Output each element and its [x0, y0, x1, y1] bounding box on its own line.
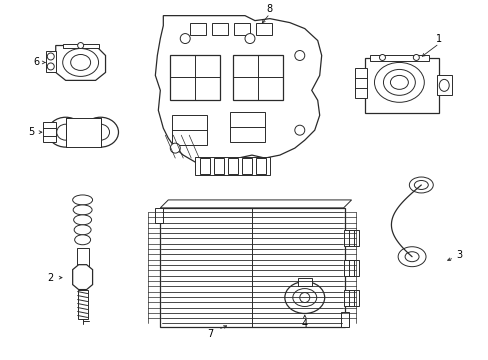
Circle shape: [47, 63, 54, 70]
Bar: [436, 75, 451, 95]
Ellipse shape: [71, 54, 90, 71]
Bar: [195, 157, 269, 175]
Ellipse shape: [383, 69, 414, 95]
Bar: [340, 312, 348, 328]
Bar: [343, 230, 358, 246]
Polygon shape: [56, 45, 105, 80]
Text: 5: 5: [28, 127, 34, 137]
Ellipse shape: [292, 289, 316, 306]
Circle shape: [294, 125, 304, 135]
Ellipse shape: [413, 180, 427, 189]
Ellipse shape: [389, 75, 407, 89]
Bar: [343, 260, 358, 276]
Ellipse shape: [82, 117, 118, 147]
Circle shape: [180, 33, 190, 44]
Ellipse shape: [73, 205, 92, 215]
Text: 6: 6: [34, 58, 40, 67]
Bar: [255, 23, 271, 35]
Text: 3: 3: [455, 250, 461, 260]
Ellipse shape: [438, 80, 448, 91]
Bar: [343, 289, 358, 306]
Bar: [77, 248, 88, 270]
Ellipse shape: [48, 117, 83, 147]
Bar: [160, 208, 344, 328]
Polygon shape: [46, 50, 56, 72]
Polygon shape: [73, 265, 92, 289]
Bar: [200, 158, 210, 174]
Text: 1: 1: [435, 33, 442, 44]
Circle shape: [170, 143, 180, 153]
Bar: [255, 158, 265, 174]
Ellipse shape: [408, 177, 432, 193]
Bar: [214, 158, 224, 174]
Bar: [233, 55, 282, 100]
Text: 2: 2: [47, 273, 54, 283]
Ellipse shape: [374, 62, 424, 102]
Polygon shape: [42, 122, 56, 142]
Ellipse shape: [74, 215, 91, 225]
Bar: [190, 23, 206, 35]
Bar: [234, 23, 249, 35]
Ellipse shape: [74, 225, 91, 235]
Bar: [170, 55, 220, 100]
Circle shape: [244, 33, 254, 44]
Ellipse shape: [404, 252, 418, 262]
Text: 8: 8: [266, 4, 272, 14]
Bar: [155, 208, 163, 223]
Ellipse shape: [397, 247, 425, 267]
Ellipse shape: [75, 235, 90, 245]
Ellipse shape: [285, 282, 324, 314]
Circle shape: [78, 42, 83, 49]
Bar: [172, 115, 207, 145]
Ellipse shape: [62, 49, 99, 76]
Bar: [354, 68, 366, 98]
Polygon shape: [155, 15, 321, 165]
Circle shape: [299, 293, 309, 302]
Bar: [369, 55, 428, 62]
Bar: [227, 158, 238, 174]
Bar: [78, 289, 87, 319]
Polygon shape: [65, 118, 101, 147]
Bar: [212, 23, 227, 35]
Text: 4: 4: [301, 319, 307, 329]
Text: 7: 7: [206, 329, 213, 339]
Ellipse shape: [91, 124, 109, 140]
Ellipse shape: [73, 195, 92, 205]
Circle shape: [294, 50, 304, 60]
Circle shape: [379, 54, 385, 60]
Polygon shape: [62, 44, 99, 48]
Bar: [297, 278, 311, 285]
Polygon shape: [160, 200, 351, 208]
Bar: [242, 158, 251, 174]
Bar: [364, 58, 438, 113]
Ellipse shape: [57, 124, 75, 140]
Bar: [229, 112, 264, 142]
Circle shape: [47, 53, 54, 60]
Circle shape: [412, 54, 419, 60]
